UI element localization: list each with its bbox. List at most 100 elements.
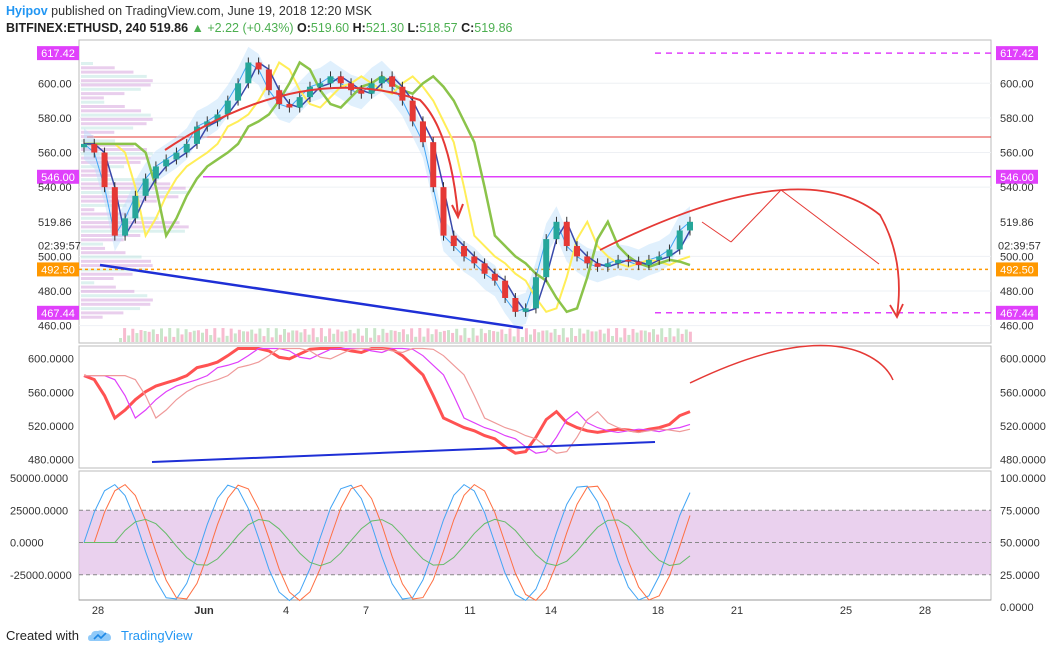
created-with-text: Created with <box>6 628 79 643</box>
candle-body <box>532 277 539 309</box>
volume-profile-bar <box>81 289 135 293</box>
volume-bar <box>520 337 524 342</box>
volume-profile-bar <box>81 229 185 233</box>
volume-bar <box>688 331 692 342</box>
volume-bar <box>168 328 172 342</box>
volume-bar <box>131 328 135 342</box>
volume-profile-bar <box>81 298 153 302</box>
volume-bar <box>324 336 327 342</box>
volume-bar <box>483 333 487 342</box>
price-tick-label: 560.00 <box>1000 148 1034 160</box>
tradingview-link[interactable]: TradingView <box>120 628 193 643</box>
price-tick-label: 580.00 <box>1000 113 1034 125</box>
volume-bar <box>303 329 307 342</box>
price-tick-label-left: 540.00 <box>38 182 72 194</box>
candle-body <box>399 86 406 101</box>
candle-body <box>574 246 581 257</box>
volume-bar <box>426 328 430 342</box>
volume-bar <box>488 329 491 342</box>
level-tag-right <box>996 262 1038 277</box>
volume-bar <box>496 331 500 342</box>
candle-body <box>173 152 180 160</box>
candle-body <box>81 143 87 148</box>
volume-profile-bar <box>81 74 147 78</box>
stoch-left-tick-label: -25000.0000 <box>10 570 72 582</box>
volume-profile-bar <box>81 113 151 117</box>
volume-bar <box>619 337 623 342</box>
volume-bar <box>570 328 573 342</box>
volume-bar <box>602 333 606 342</box>
volume-bar <box>447 330 450 342</box>
volume-profile-bar <box>81 268 147 272</box>
author-link[interactable]: Hyipov <box>6 4 48 18</box>
volume-profile-bar <box>81 315 103 319</box>
x-tick-label: 28 <box>919 605 931 617</box>
candle-body <box>625 259 632 262</box>
candle-body <box>122 218 129 236</box>
volume-profile-bar <box>81 199 157 203</box>
projection-arrow-icon <box>889 303 904 319</box>
volume-profile-bar <box>81 100 105 104</box>
volume-bar <box>196 330 200 342</box>
volume-profile-bar <box>81 105 125 108</box>
volume-bar <box>217 337 221 342</box>
candle-body <box>152 166 159 179</box>
price-tick-label-left: 460.00 <box>38 321 72 333</box>
volume-profile-bar <box>81 302 151 306</box>
volume-bar <box>668 328 672 342</box>
volume-bar <box>471 328 475 342</box>
candle-body <box>604 263 611 267</box>
volume-bar <box>406 334 409 342</box>
volume-bar <box>180 334 184 342</box>
osc-tick-label-left: 480.0000 <box>28 455 74 467</box>
chart-header: Hyipov published on TradingView.com, Jun… <box>6 3 513 37</box>
published-text: published on TradingView.com, June 19, 2… <box>51 4 372 18</box>
volume-bar <box>332 333 336 342</box>
candle-body <box>419 121 426 143</box>
volume-bar <box>524 328 528 342</box>
volume-bar <box>635 332 639 342</box>
volume-bar <box>590 331 594 342</box>
candle-body <box>193 126 200 144</box>
candle-body <box>389 76 396 87</box>
volume-bar <box>377 335 381 342</box>
candle-body <box>635 261 642 266</box>
volume-bar <box>664 337 668 342</box>
volume-bar <box>127 335 131 342</box>
volume-bar <box>508 328 512 342</box>
candle-body <box>255 62 262 70</box>
volume-bar <box>430 334 434 342</box>
price-tick-label: 519.86 <box>1000 217 1034 229</box>
volume-bar <box>365 328 368 342</box>
volume-bar <box>262 336 266 342</box>
level-tag-label: 492.50 <box>1000 264 1034 276</box>
volume-bar <box>397 332 401 342</box>
level-tag-label: 546.00 <box>1000 172 1034 184</box>
high-value: 521.30 <box>365 21 405 35</box>
volume-profile-bar <box>81 238 124 242</box>
osc-slow-line <box>84 347 691 454</box>
level-tag-right <box>996 169 1038 184</box>
volume-bar <box>192 330 196 342</box>
price-tick-label-left: 600.00 <box>38 78 72 90</box>
level-tag-left <box>37 262 79 277</box>
volume-profile-bar <box>81 62 93 65</box>
symbol-label[interactable]: BITFINEX:ETHUSD, 240 <box>6 21 147 35</box>
volume-bar <box>565 337 569 342</box>
candle-body <box>522 308 529 312</box>
volume-bar <box>434 329 438 342</box>
volume-bar <box>315 337 319 342</box>
volume-profile-bar <box>81 156 151 160</box>
volume-bar <box>164 336 168 342</box>
stoch-tick-label: 100.0000 <box>1000 473 1046 485</box>
volume-bar <box>451 332 455 342</box>
volume-profile-bar <box>81 92 125 96</box>
stoch-tick-label: 0.0000 <box>1000 602 1034 614</box>
volume-bar <box>492 331 496 342</box>
candle-body <box>687 221 693 231</box>
bollinger-band-fill <box>84 46 690 328</box>
price-tick-label: 600.00 <box>1000 78 1034 90</box>
x-tick-label: 11 <box>464 605 475 617</box>
volume-bar <box>250 329 254 342</box>
